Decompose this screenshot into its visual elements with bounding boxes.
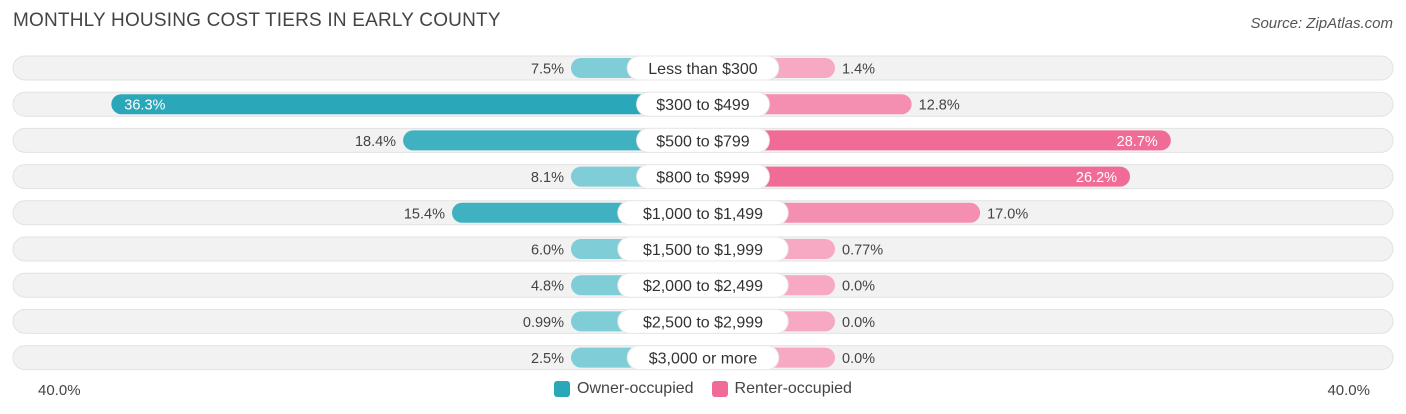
chart-source: Source: ZipAtlas.com <box>1250 15 1393 32</box>
category-label: Less than $300 <box>648 61 758 78</box>
legend-renter-label: Renter-occupied <box>734 380 852 397</box>
owner-value-label: 2.5% <box>531 351 564 367</box>
category-pill <box>626 55 780 81</box>
category-label: $3,000 or more <box>649 351 758 368</box>
category-label: $2,000 to $2,499 <box>643 278 763 295</box>
legend-owner-label: Owner-occupied <box>577 380 694 397</box>
renter-value-label: 17.0% <box>987 206 1028 222</box>
category-label: $800 to $999 <box>656 170 750 187</box>
owner-value-label: 15.4% <box>404 206 445 222</box>
owner-value-label: 18.4% <box>355 134 396 150</box>
owner-value-label: 8.1% <box>531 170 564 186</box>
owner-value-label: 7.5% <box>531 62 564 78</box>
renter-value-label: 0.0% <box>842 351 875 367</box>
owner-value-label: 36.3% <box>124 98 165 114</box>
renter-value-label: 26.2% <box>1076 170 1117 186</box>
category-label: $500 to $799 <box>656 133 750 150</box>
owner-value-label: 4.8% <box>531 279 564 295</box>
owner-value-label: 6.0% <box>531 243 564 259</box>
axis-left-label: 40.0% <box>38 382 81 399</box>
renter-value-label: 1.4% <box>842 62 875 78</box>
category-pill <box>636 164 770 190</box>
renter-value-label: 0.0% <box>842 279 875 295</box>
category-pill <box>617 200 789 226</box>
category-pill <box>617 272 789 298</box>
category-pill <box>617 308 789 334</box>
owner-bar <box>111 94 703 115</box>
owner-bar <box>403 130 703 151</box>
category-pill <box>617 236 789 262</box>
renter-value-label: 28.7% <box>1117 134 1158 150</box>
chart-title: MONTHLY HOUSING COST TIERS IN EARLY COUN… <box>13 10 501 31</box>
category-pill <box>636 127 770 153</box>
renter-value-label: 0.77% <box>842 243 883 259</box>
legend-owner: Owner-occupied <box>554 380 694 398</box>
category-pill <box>636 91 770 117</box>
renter-bar <box>703 166 1131 187</box>
legend: Owner-occupied Renter-occupied <box>0 380 1406 398</box>
owner-value-label: 0.99% <box>523 315 564 331</box>
axis-right-label: 40.0% <box>1327 382 1370 399</box>
legend-renter-swatch <box>711 381 728 397</box>
category-label: $300 to $499 <box>656 97 750 114</box>
renter-bar <box>703 130 1171 151</box>
category-label: $2,500 to $2,999 <box>643 314 763 331</box>
legend-owner-swatch <box>554 381 571 397</box>
category-label: $1,000 to $1,499 <box>643 206 763 223</box>
category-pill <box>626 345 780 371</box>
category-label: $1,500 to $1,999 <box>643 242 763 259</box>
renter-value-label: 0.0% <box>842 315 875 331</box>
renter-value-label: 12.8% <box>919 98 960 114</box>
legend-renter: Renter-occupied <box>711 380 852 398</box>
